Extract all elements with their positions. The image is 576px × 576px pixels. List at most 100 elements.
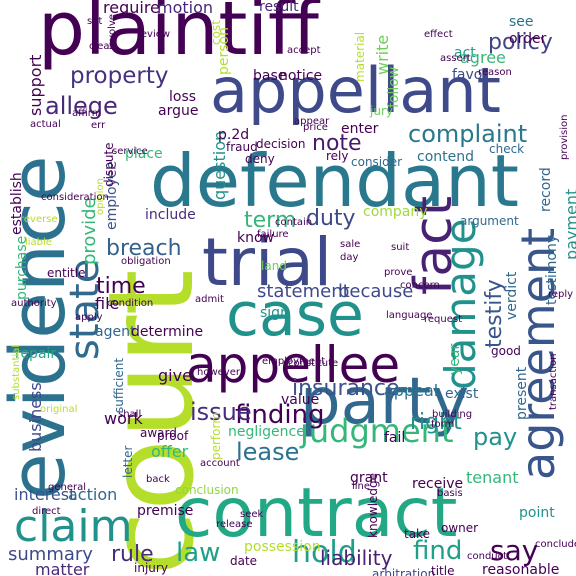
cloud-word-conduct: conduct bbox=[467, 551, 508, 562]
cloud-word-record: record bbox=[538, 167, 554, 212]
cloud-word-determine: determine bbox=[131, 324, 204, 340]
cloud-word-payment: payment bbox=[562, 188, 576, 260]
cloud-word-complaint: complaint bbox=[408, 120, 528, 148]
cloud-word-substantial: substantial bbox=[11, 344, 22, 400]
cloud-word-decision: decision bbox=[256, 137, 306, 151]
cloud-word-however: however bbox=[197, 367, 240, 378]
cloud-word-value: value bbox=[281, 392, 320, 408]
cloud-word-admit: admit bbox=[195, 294, 224, 305]
cloud-word-injury: injury bbox=[134, 561, 168, 575]
cloud-word-contain: contain bbox=[275, 217, 313, 228]
cloud-word-entitle: entitle bbox=[47, 266, 86, 280]
cloud-word-statement: statement bbox=[257, 281, 350, 302]
cloud-word-reason: reason bbox=[478, 67, 512, 78]
cloud-word-set: set bbox=[87, 16, 103, 27]
cloud-word-finding: finding bbox=[235, 400, 325, 430]
cloud-word-verdict: verdict bbox=[504, 271, 520, 320]
cloud-word-condition: condition bbox=[107, 298, 154, 309]
cloud-word-point: point bbox=[519, 505, 555, 521]
cloud-word-defendant: defendant bbox=[150, 139, 519, 223]
cloud-word-shall: shall bbox=[118, 409, 142, 420]
cloud-word-summary: summary bbox=[8, 544, 93, 565]
cloud-word-favor: favor bbox=[452, 67, 489, 83]
cloud-word-matter: matter bbox=[35, 560, 90, 576]
cloud-word-consideration: consideration bbox=[41, 192, 109, 203]
cloud-word-release: release bbox=[216, 519, 253, 530]
cloud-word-day: day bbox=[340, 252, 359, 263]
cloud-word-pay: pay bbox=[473, 423, 518, 451]
cloud-word-fail: fail bbox=[384, 430, 406, 446]
cloud-word-provision: provision bbox=[559, 114, 570, 161]
cloud-word-proof: proof bbox=[157, 429, 189, 443]
cloud-word-because: because bbox=[338, 281, 414, 302]
cloud-word-general: general bbox=[48, 482, 87, 493]
cloud-word-perform: perform bbox=[209, 412, 223, 460]
cloud-word-transaction: transaction bbox=[548, 353, 559, 411]
cloud-word-agent: agent bbox=[95, 324, 136, 340]
cloud-word-conclusion: conclusion bbox=[175, 483, 239, 497]
cloud-word-seek: seek bbox=[240, 509, 264, 520]
cloud-word-include: include bbox=[145, 207, 196, 223]
cloud-word-hold: hold bbox=[292, 535, 357, 570]
cloud-word-service: service bbox=[112, 146, 148, 157]
cloud-word-require: require bbox=[103, 0, 160, 17]
cloud-word-know: know bbox=[237, 230, 274, 246]
cloud-word-effect: effect bbox=[424, 29, 453, 40]
cloud-word-year: year bbox=[447, 343, 463, 375]
cloud-word-take: take bbox=[404, 527, 430, 541]
cloud-word-direct: direct bbox=[32, 506, 61, 517]
cloud-word-time: time bbox=[96, 274, 146, 299]
cloud-word-sale: sale bbox=[340, 239, 361, 250]
cloud-word-issue: issue bbox=[190, 398, 252, 426]
cloud-word-price: price bbox=[303, 122, 328, 133]
cloud-word-employment: employment bbox=[262, 356, 326, 367]
cloud-word-contract: contract bbox=[175, 474, 458, 553]
cloud-word-claim: claim bbox=[14, 501, 133, 552]
cloud-word-place: place bbox=[125, 146, 163, 162]
cloud-word-account: account bbox=[200, 458, 240, 469]
cloud-word-negligence: negligence bbox=[228, 424, 305, 440]
cloud-word-find: find bbox=[413, 536, 463, 566]
cloud-word-affirm: affirm bbox=[72, 108, 102, 119]
cloud-word-line: line bbox=[352, 481, 371, 492]
cloud-word-material: material bbox=[353, 31, 367, 82]
cloud-word-result: result bbox=[259, 0, 299, 15]
cloud-word-support: support bbox=[26, 54, 45, 116]
cloud-word-term: term bbox=[244, 208, 297, 233]
cloud-word-case: case bbox=[226, 280, 364, 350]
cloud-word-consider: consider bbox=[351, 155, 403, 169]
cloud-word-breach: breach bbox=[106, 236, 182, 261]
cloud-word-actual: actual bbox=[30, 119, 61, 130]
cloud-word-accept: accept bbox=[287, 45, 321, 56]
cloud-word-allege: allege bbox=[45, 92, 118, 120]
cloud-word-receive: receive bbox=[412, 476, 464, 492]
cloud-word-appear: appear bbox=[294, 116, 330, 127]
cloud-word-give: give bbox=[158, 366, 192, 385]
cloud-word-loss: loss bbox=[169, 89, 197, 105]
cloud-word-concern: concern bbox=[400, 280, 440, 291]
cloud-word-order: order bbox=[509, 31, 547, 47]
cloud-word-cost: cost bbox=[209, 20, 223, 45]
cloud-word-plaintiff: plaintiff bbox=[38, 0, 319, 72]
cloud-word-reply: reply bbox=[548, 289, 574, 300]
cloud-word-notice: notice bbox=[279, 68, 323, 84]
cloud-word-testify: testify bbox=[482, 279, 507, 348]
cloud-word-land: land bbox=[261, 259, 287, 273]
cloud-word-trial: trial bbox=[202, 224, 333, 301]
cloud-word-apply: apply bbox=[75, 312, 103, 323]
cloud-word-reverse: reverse bbox=[20, 214, 58, 225]
cloud-word-company: company bbox=[363, 204, 428, 220]
cloud-word-arbitration: arbitration bbox=[372, 567, 436, 576]
cloud-word-title: title bbox=[431, 564, 455, 576]
cloud-word-see: see bbox=[509, 14, 534, 30]
cloud-word-agree: agree bbox=[460, 48, 506, 67]
cloud-word-deny: deny bbox=[245, 152, 275, 166]
cloud-word-p-2d: p.2d bbox=[218, 127, 250, 143]
cloud-word-duty: duty bbox=[306, 206, 356, 231]
cloud-word-basis: basis bbox=[437, 488, 463, 499]
cloud-word-fraud: fraud bbox=[226, 140, 258, 154]
cloud-word-appellee: appellee bbox=[186, 336, 401, 394]
cloud-word-interest: interest bbox=[14, 485, 76, 504]
cloud-word-premise: premise bbox=[137, 503, 194, 519]
cloud-word-reasonable: reasonable bbox=[482, 562, 560, 576]
